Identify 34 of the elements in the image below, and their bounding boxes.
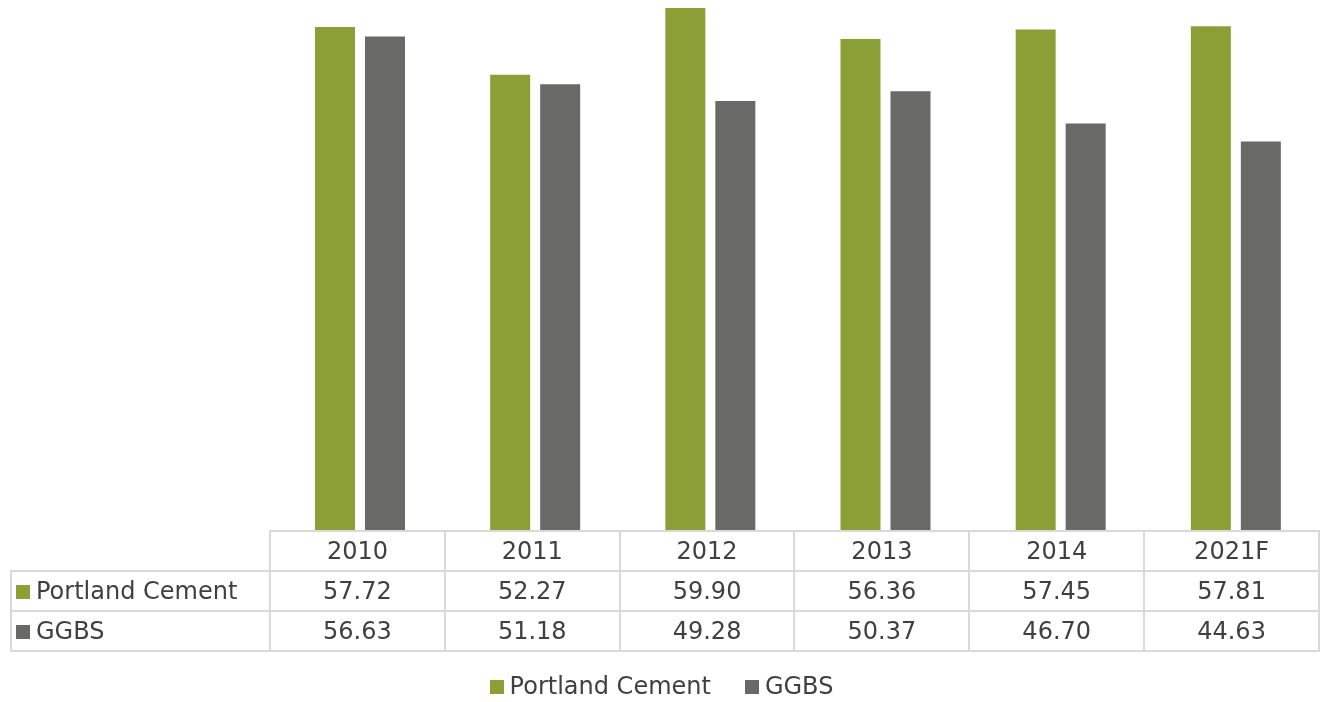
bar [1240, 141, 1281, 532]
data-label: 46.70 [969, 611, 1145, 651]
text: GGBS [36, 617, 105, 645]
data-label: 59.90 [619, 571, 795, 611]
bar [365, 36, 405, 532]
data-label: 57.72 [270, 571, 445, 611]
x-tick-label: 2010 [270, 531, 445, 571]
bar [665, 8, 706, 532]
legend-label: Portland Cement [11, 571, 270, 611]
data-label: 50.37 [794, 611, 970, 651]
bar [1190, 26, 1231, 532]
data-label: 52.27 [444, 571, 620, 611]
data-label: 44.63 [1144, 611, 1319, 651]
x-tick-label: 2012 [619, 531, 795, 571]
data-label: 49.28 [619, 611, 795, 651]
legend-label: GGBS [763, 672, 834, 700]
x-tick-label: 2014 [969, 531, 1145, 571]
data-label: 56.36 [794, 571, 970, 611]
bar [315, 27, 355, 532]
bar [490, 74, 531, 532]
x-tick-label: 2021F [1144, 531, 1319, 571]
data-label: 57.81 [1144, 571, 1319, 611]
data-label: 57.45 [969, 571, 1145, 611]
bar [540, 84, 581, 532]
x-tick-label: 2011 [444, 531, 620, 571]
bar [1015, 29, 1056, 532]
text: Portland Cement [509, 672, 711, 700]
bar [715, 100, 756, 532]
bar [1065, 123, 1106, 532]
x-tick-label: 2013 [794, 531, 970, 571]
data-label: 51.18 [444, 611, 620, 651]
bar [890, 91, 931, 532]
data-label: 56.63 [270, 611, 445, 651]
bar [840, 38, 881, 532]
